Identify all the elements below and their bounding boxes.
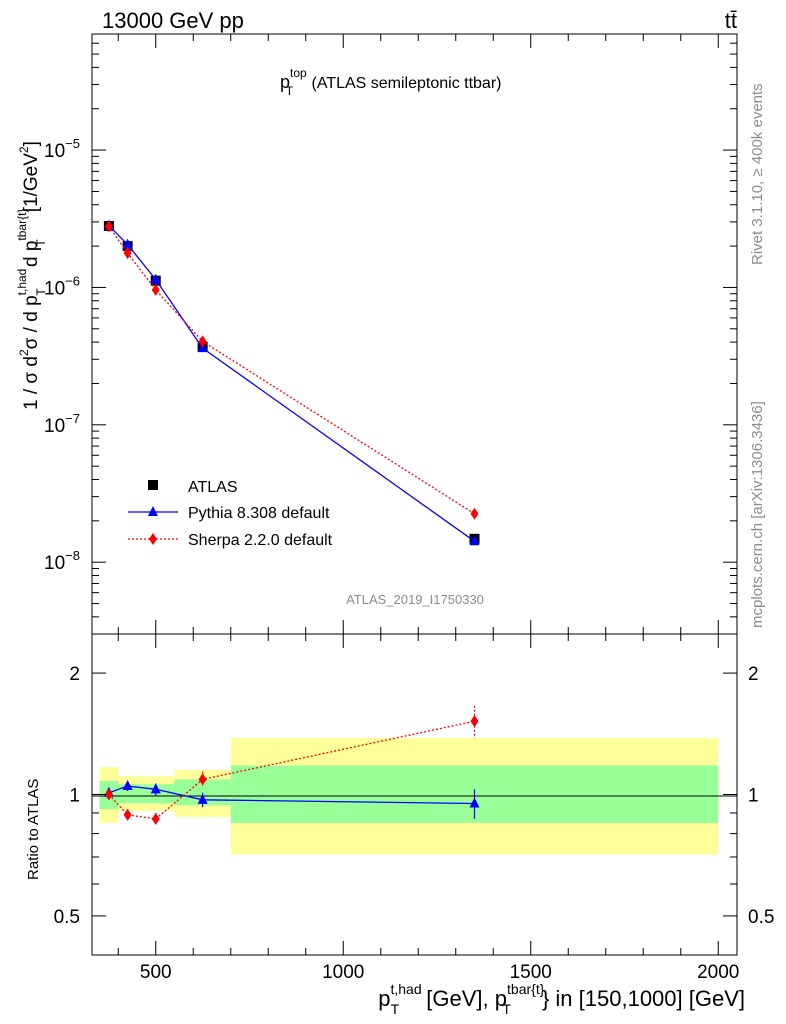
ratio-y-tick-label: 2	[69, 664, 80, 685]
y-tick-label-base: 10	[44, 416, 65, 437]
ratio-y-tick-label: 0.5	[54, 907, 80, 928]
legend: ATLAS Pythia 8.308 default Sherpa 2.2.0 …	[128, 479, 333, 549]
xlabel-part: [GeV], p	[420, 986, 507, 1011]
main-y-tick-labels: 10−810−710−610−5	[44, 136, 80, 574]
main-y-axis-label: 1 / σ d2σ / d pt,had T d ptbar{t}T[1/GeV2…	[15, 141, 48, 410]
legend-marker-sherpa	[149, 533, 157, 545]
ylabel-part: d p	[21, 241, 42, 273]
plot-title: ptop T (ATLAS semileptonic ttbar)	[280, 66, 501, 98]
ylabel-sub: T	[34, 239, 48, 247]
x-tick-label: 1000	[322, 962, 364, 983]
data-point-sherpa	[123, 247, 132, 260]
y-tick-label: 10−6	[44, 273, 80, 299]
mcplots-label: mcplots.cern.ch [arXiv:1306.3436]	[749, 401, 766, 628]
ratio-y-tick-label-right: 0.5	[748, 907, 774, 928]
ratio-point-sherpa	[104, 788, 113, 801]
y-tick-label: 10−8	[44, 548, 80, 574]
analysis-watermark: ATLAS_2019_I1750330	[346, 592, 484, 607]
title-sub: T	[286, 84, 294, 98]
ratio-point-sherpa	[198, 773, 207, 786]
ylabel-sup: 2	[17, 146, 31, 153]
uncertainty-band-inner	[118, 784, 137, 804]
xlabel-sub: T	[391, 1001, 400, 1017]
main-panel: 10−810−710−610−5 ptop T (ATLAS semilepton…	[15, 33, 738, 635]
process-label: tt̄	[725, 8, 737, 33]
y-tick-label-exponent: −6	[65, 273, 80, 288]
ylabel-part: [1/GeV	[21, 153, 42, 212]
y-tick-label-base: 10	[44, 553, 65, 574]
ratio-y-axis-label: Ratio to ATLAS	[25, 779, 42, 880]
series-line-pythia	[108, 225, 475, 542]
data-point-sherpa	[151, 283, 160, 296]
y-tick-label-base: 10	[44, 141, 65, 162]
ratio-tick-layer	[92, 634, 737, 955]
ylabel-part: 1 / σ d	[21, 356, 42, 410]
ylabel-sub: T	[34, 288, 48, 296]
title-sup: top	[290, 66, 307, 80]
energy-label: 13000 GeV pp	[102, 8, 244, 33]
ratio-point-sherpa	[123, 808, 132, 821]
xlabel-sub: T	[502, 1001, 511, 1017]
main-tick-layer	[92, 34, 737, 635]
ratio-point-pythia	[197, 793, 208, 804]
xlabel-part: p	[378, 986, 390, 1011]
ylabel-part: ]	[21, 141, 42, 146]
xlabel-sup: t,had	[390, 981, 421, 997]
y-tick-label: 10−7	[44, 411, 80, 437]
title-main: p	[280, 72, 290, 92]
ratio-y-tick-label-right: 2	[748, 664, 759, 685]
y-tick-label-exponent: −8	[65, 548, 80, 563]
ratio-y-tick-label: 1	[69, 786, 80, 807]
data-point-pythia	[150, 273, 161, 284]
xlabel-sup: tbar{t}	[507, 981, 545, 997]
main-series-layer	[103, 219, 480, 546]
ratio-point-sherpa	[151, 812, 160, 825]
legend-marker-atlas	[148, 480, 158, 490]
ratio-point-pythia	[469, 797, 480, 808]
data-point-sherpa	[470, 507, 479, 520]
ylabel-sup: t,had	[15, 269, 29, 296]
legend-label-atlas: ATLAS	[188, 479, 238, 496]
x-axis-label: pt,had T [GeV], ptbar{t} T } in [150,1000] …	[378, 981, 745, 1017]
y-tick-label-exponent: −7	[65, 411, 80, 426]
data-point-pythia	[469, 535, 480, 546]
ratio-series-layer	[103, 705, 480, 826]
ylabel-sup: tbar{t}	[15, 209, 29, 241]
data-point-sherpa	[198, 335, 207, 348]
legend-label-sherpa: Sherpa 2.2.0 default	[188, 532, 333, 549]
ratio-point-pythia	[150, 783, 161, 794]
x-tick-label: 2000	[697, 962, 739, 983]
legend-marker-pythia	[148, 506, 158, 516]
ratio-panel: 0.5 0.5 1 1 2 2 500 1000 1500 2000 Ratio to ATLAS…	[25, 633, 775, 1017]
y-tick-label: 10−5	[44, 136, 80, 162]
ratio-point-pythia	[122, 779, 133, 790]
legend-label-pythia: Pythia 8.308 default	[188, 505, 330, 522]
xlabel-part: } in [150,1000] [GeV]	[542, 986, 745, 1011]
title-rest: (ATLAS semileptonic ttbar)	[307, 75, 501, 92]
series-line-sherpa	[108, 226, 475, 515]
ylabel-sup: 2	[17, 349, 31, 356]
ylabel-part: σ / d p	[21, 295, 42, 349]
data-point-pythia	[122, 238, 133, 249]
data-point-sherpa	[104, 220, 113, 233]
x-tick-label: 1500	[510, 962, 552, 983]
ratio-tick-labels: 0.5 0.5 1 1 2 2 500 1000 1500 2000	[54, 664, 775, 983]
y-tick-label-base: 10	[44, 278, 65, 299]
y-tick-label-exponent: −5	[65, 136, 80, 151]
ratio-point-sherpa	[470, 715, 479, 728]
x-tick-label: 500	[140, 962, 172, 983]
rivet-label: Rivet 3.1.10, ≥ 400k events	[749, 83, 766, 265]
ratio-y-tick-label-right: 1	[748, 786, 759, 807]
